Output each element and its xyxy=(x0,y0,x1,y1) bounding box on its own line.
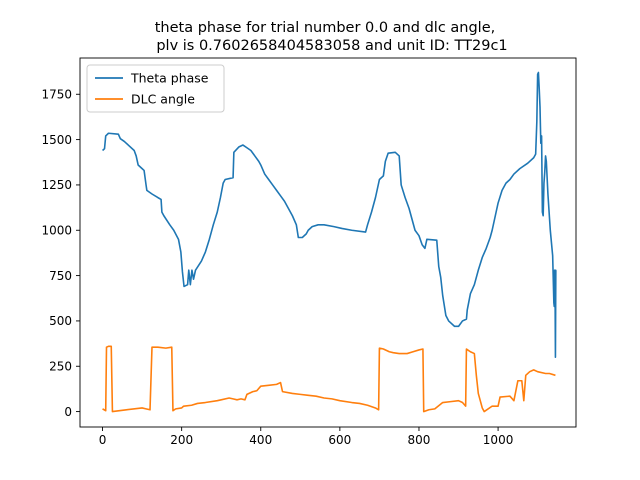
y-tick-label: 250 xyxy=(49,360,72,374)
y-tick-label: 1750 xyxy=(41,88,72,102)
chart-title-line-2: plv is 0.7602658404583058 and unit ID: T… xyxy=(156,38,507,54)
plot-area xyxy=(102,71,557,413)
axes-frame xyxy=(79,57,577,428)
y-tick-label: 1500 xyxy=(41,133,72,147)
legend: Theta phase DLC angle xyxy=(86,64,225,113)
y-tick-label: 0 xyxy=(64,405,72,419)
x-tick-label: 200 xyxy=(170,433,193,447)
legend-label-theta-phase: Theta phase xyxy=(130,71,209,86)
y-tick-label: 1000 xyxy=(41,224,72,238)
x-tick-label: 800 xyxy=(408,433,431,447)
y-tick-label: 1250 xyxy=(41,178,72,192)
y-tick-label: 750 xyxy=(49,269,72,283)
x-tick-label: 600 xyxy=(328,433,351,447)
series-line-dlc-angle xyxy=(102,345,556,413)
legend-label-dlc-angle: DLC angle xyxy=(131,92,195,107)
legend-box xyxy=(86,64,225,113)
x-tick-label: 400 xyxy=(249,433,272,447)
y-tick-label: 500 xyxy=(49,314,72,328)
series-line-theta-phase xyxy=(102,71,557,358)
axes: 0 200 400 600 800 1000 0 250 500 750 1000 1250 1500 1… xyxy=(41,57,577,447)
chart-title-line-1: theta phase for trial number 0.0 and dlc… xyxy=(155,20,496,36)
x-tick-label: 1000 xyxy=(483,433,514,447)
x-tick-label: 0 xyxy=(99,433,107,447)
